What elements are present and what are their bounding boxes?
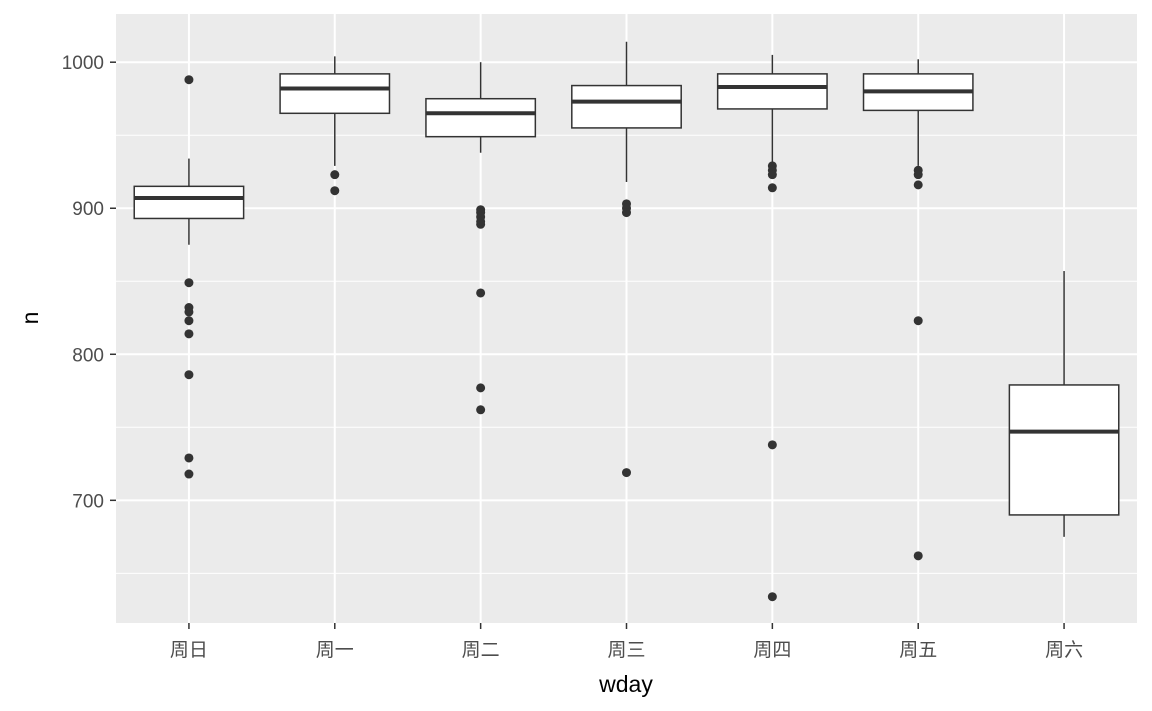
outlier-point bbox=[476, 405, 486, 415]
iqr-box bbox=[571, 84, 682, 129]
outlier-point bbox=[913, 551, 923, 561]
x-tick-label: 周三 bbox=[607, 640, 645, 661]
outlier-point bbox=[913, 170, 923, 180]
outlier-point bbox=[184, 469, 194, 479]
outlier-point bbox=[767, 183, 777, 193]
outlier-point bbox=[184, 307, 194, 317]
iqr-box bbox=[279, 73, 391, 115]
outlier-point bbox=[476, 383, 486, 393]
outlier-point bbox=[913, 316, 923, 326]
iqr-box bbox=[425, 97, 537, 138]
y-tick-label: 800 bbox=[72, 345, 104, 366]
outlier-point bbox=[184, 75, 194, 85]
x-tick-label: 周日 bbox=[170, 640, 208, 661]
x-axis-title: wday bbox=[598, 671, 653, 697]
box-周二 bbox=[425, 62, 537, 415]
box-周日 bbox=[133, 75, 245, 479]
outlier-point bbox=[476, 288, 486, 298]
y-tick-label: 900 bbox=[72, 199, 104, 220]
x-tick-label: 周一 bbox=[316, 640, 354, 661]
iqr-box bbox=[133, 185, 245, 220]
outlier-point bbox=[622, 208, 631, 218]
iqr-box bbox=[1008, 384, 1120, 516]
outlier-point bbox=[476, 219, 486, 229]
x-tick-label: 周二 bbox=[462, 640, 500, 661]
y-tick-label: 1000 bbox=[62, 53, 104, 74]
outlier-point bbox=[184, 316, 194, 326]
x-tick-label: 周五 bbox=[899, 640, 937, 661]
outlier-point bbox=[184, 329, 194, 339]
box-周一 bbox=[279, 56, 391, 196]
outlier-point bbox=[184, 370, 194, 380]
outlier-point bbox=[767, 440, 777, 450]
box-周四 bbox=[716, 54, 828, 602]
outlier-point bbox=[622, 468, 631, 478]
y-axis-title: n bbox=[17, 312, 43, 325]
outlier-point bbox=[330, 170, 340, 180]
outlier-point bbox=[184, 453, 194, 463]
y-tick-label: 700 bbox=[72, 491, 104, 512]
box-周三 bbox=[571, 41, 682, 478]
box-周五 bbox=[862, 59, 974, 561]
x-tick-label: 周六 bbox=[1045, 639, 1083, 661]
outlier-point bbox=[330, 186, 340, 196]
outlier-point bbox=[913, 180, 923, 190]
box-周六 bbox=[1008, 271, 1120, 537]
outlier-point bbox=[184, 278, 194, 288]
x-tick-label: 周四 bbox=[753, 640, 791, 661]
iqr-box bbox=[716, 73, 828, 110]
outlier-point bbox=[767, 170, 777, 180]
outlier-point bbox=[767, 592, 777, 602]
